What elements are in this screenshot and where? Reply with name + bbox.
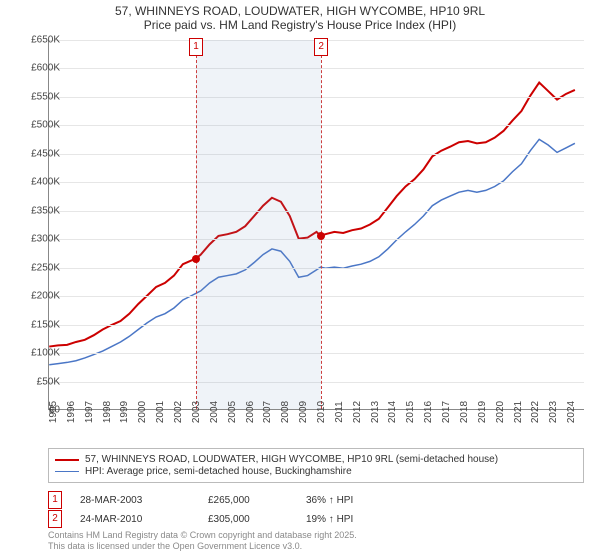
x-axis-label: 2019 (477, 401, 488, 423)
legend-box: 57, WHINNEYS ROAD, LOUDWATER, HIGH WYCOM… (48, 448, 584, 483)
x-axis-label: 2009 (298, 401, 309, 423)
y-axis-label: £650K (16, 35, 60, 46)
sale-dot (317, 232, 325, 240)
sale-delta: 36% ↑ HPI (306, 495, 353, 506)
x-axis-label: 1998 (102, 401, 113, 423)
x-axis-label: 2001 (155, 401, 166, 423)
sale-marker-icon: 1 (48, 491, 62, 509)
attribution: Contains HM Land Registry data © Crown c… (48, 530, 584, 552)
x-axis-label: 2022 (530, 401, 541, 423)
y-axis-label: £550K (16, 91, 60, 102)
x-axis-label: 2007 (262, 401, 273, 423)
legend-label: HPI: Average price, semi-detached house,… (85, 466, 352, 477)
sale-vline (196, 40, 197, 409)
x-axis-label: 2006 (245, 401, 256, 423)
legend-label: 57, WHINNEYS ROAD, LOUDWATER, HIGH WYCOM… (85, 454, 498, 465)
x-axis-label: 2002 (173, 401, 184, 423)
y-axis-label: £50K (16, 376, 60, 387)
x-axis-label: 1997 (84, 401, 95, 423)
plot-area: 12 (48, 40, 584, 410)
x-axis-label: 1995 (48, 401, 59, 423)
title-line-1: 57, WHINNEYS ROAD, LOUDWATER, HIGH WYCOM… (10, 4, 590, 18)
shade-band (196, 40, 321, 409)
title-line-2: Price paid vs. HM Land Registry's House … (10, 18, 590, 32)
sale-vline (321, 40, 322, 409)
y-axis-label: £600K (16, 63, 60, 74)
sale-marker-icon: 2 (48, 510, 62, 528)
x-axis-label: 2005 (227, 401, 238, 423)
x-axis-label: 2015 (405, 401, 416, 423)
x-axis-label: 2011 (334, 401, 345, 423)
y-axis-label: £150K (16, 319, 60, 330)
legend-swatch (55, 471, 79, 472)
y-axis-label: £350K (16, 205, 60, 216)
x-axis-label: 2014 (387, 401, 398, 423)
attribution-line-1: Contains HM Land Registry data © Crown c… (48, 530, 584, 541)
sale-date: 28-MAR-2003 (80, 495, 190, 506)
sale-dot (192, 255, 200, 263)
y-axis-label: £100K (16, 348, 60, 359)
y-axis-label: £300K (16, 234, 60, 245)
y-axis-label: £500K (16, 120, 60, 131)
x-axis-label: 2016 (423, 401, 434, 423)
x-axis-label: 2023 (548, 401, 559, 423)
sale-price: £265,000 (208, 495, 288, 506)
x-axis-label: 1999 (119, 401, 130, 423)
x-axis-label: 2018 (459, 401, 470, 423)
legend-item: 57, WHINNEYS ROAD, LOUDWATER, HIGH WYCOM… (55, 454, 577, 465)
x-axis-label: 2010 (316, 401, 327, 423)
y-axis-label: £200K (16, 291, 60, 302)
sale-marker-box: 1 (189, 38, 203, 56)
sale-delta: 19% ↑ HPI (306, 514, 353, 525)
y-axis-label: £450K (16, 148, 60, 159)
x-axis-label: 2004 (209, 401, 220, 423)
sales-row: 2 24-MAR-2010 £305,000 19% ↑ HPI (48, 510, 584, 528)
y-axis-label: £250K (16, 262, 60, 273)
x-axis-label: 2024 (566, 401, 577, 423)
x-axis-label: 2017 (441, 401, 452, 423)
sale-date: 24-MAR-2010 (80, 514, 190, 525)
x-axis-label: 1996 (66, 401, 77, 423)
x-axis-label: 2013 (370, 401, 381, 423)
chart-container: 57, WHINNEYS ROAD, LOUDWATER, HIGH WYCOM… (0, 0, 600, 560)
attribution-line-2: This data is licensed under the Open Gov… (48, 541, 584, 552)
legend-item: HPI: Average price, semi-detached house,… (55, 466, 577, 477)
sale-marker-box: 2 (314, 38, 328, 56)
sales-table: 1 28-MAR-2003 £265,000 36% ↑ HPI 2 24-MA… (48, 490, 584, 529)
x-axis-label: 2008 (280, 401, 291, 423)
x-axis-label: 2021 (513, 401, 524, 423)
y-axis-label: £400K (16, 177, 60, 188)
x-axis-label: 2012 (352, 401, 363, 423)
x-axis-label: 2003 (191, 401, 202, 423)
chart-title: 57, WHINNEYS ROAD, LOUDWATER, HIGH WYCOM… (0, 0, 600, 34)
x-axis-label: 2000 (137, 401, 148, 423)
sales-row: 1 28-MAR-2003 £265,000 36% ↑ HPI (48, 491, 584, 509)
x-axis-label: 2020 (495, 401, 506, 423)
legend-swatch (55, 459, 79, 461)
sale-price: £305,000 (208, 514, 288, 525)
